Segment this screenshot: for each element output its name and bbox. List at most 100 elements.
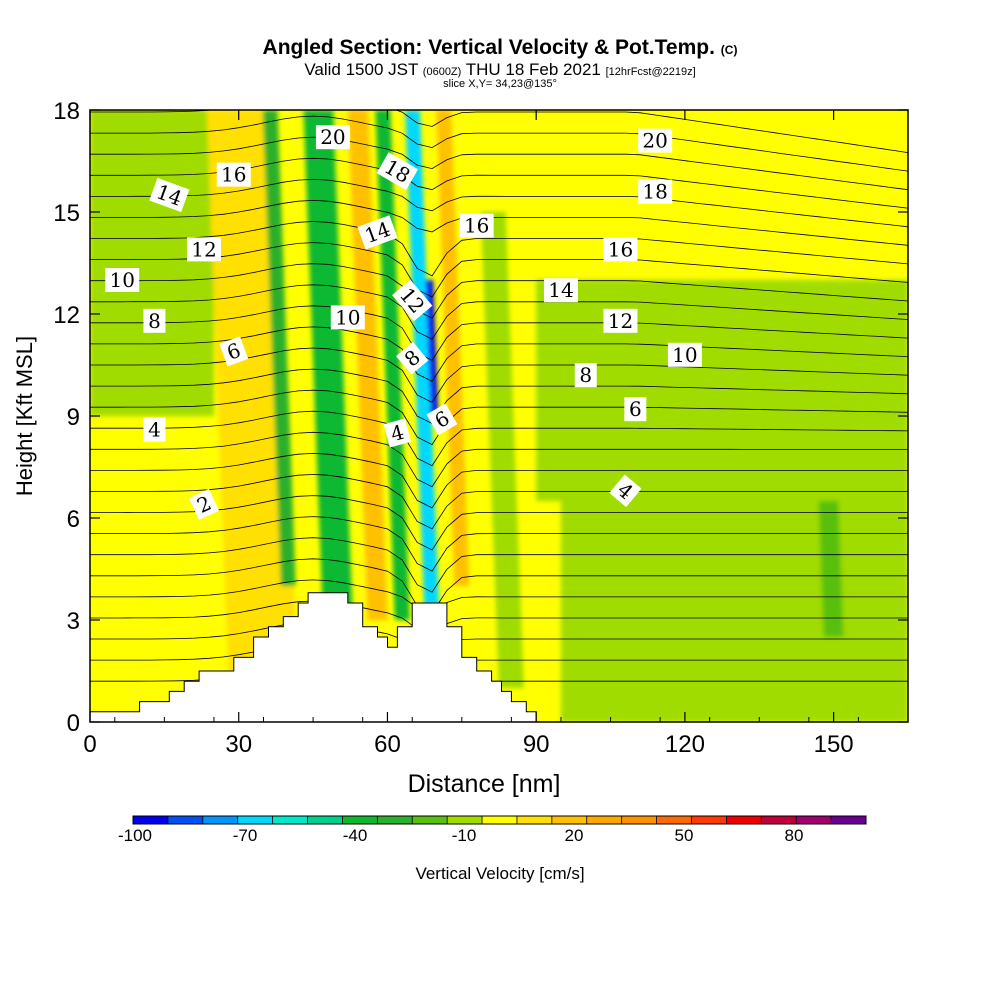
contour-label-text: 12	[608, 309, 633, 333]
pot-temp-contour	[90, 284, 908, 340]
colorbar-swatch	[377, 816, 413, 824]
contour-label: 12	[187, 237, 222, 262]
pot-temp-contour	[90, 516, 908, 572]
slice-info: slice X,Y= 34,23@135°	[443, 78, 557, 90]
forecast-info: [12hrFcst@2219z]	[605, 66, 696, 78]
contour-label: 2	[188, 488, 220, 520]
velocity-feature	[262, 110, 296, 586]
contour-label-bg	[149, 177, 190, 213]
pot-temp-contour	[90, 537, 908, 593]
contour-label-text: 16	[221, 163, 246, 187]
contour-label: 20	[315, 125, 350, 150]
colorbar-frame	[132, 815, 867, 825]
contour-label-bg	[609, 474, 642, 508]
contour-label: 6	[219, 336, 249, 367]
contour-label-bg	[105, 268, 140, 292]
contour-label: 6	[426, 403, 458, 436]
y-tick-label: 9	[67, 404, 80, 431]
contour-label-bg	[603, 308, 638, 333]
contour-label-bg	[392, 279, 433, 322]
x-tick-label: 60	[374, 731, 401, 758]
axes: 0 30 60 90 120 150 0 3 6 9 12 15 18 Distance [nm] Heig…	[12, 98, 908, 798]
contour-label-bg	[638, 128, 673, 153]
colorbar-title: Vertical Velocity [cm/s]	[415, 864, 585, 883]
contour-label-text: 4	[388, 420, 407, 446]
velocity-feature	[303, 110, 353, 620]
pot-temp-contour	[90, 221, 908, 277]
terrain	[90, 592, 537, 722]
contour-label-bg	[624, 397, 647, 422]
contour-label-text: 20	[642, 129, 667, 153]
contour-label-bg	[383, 418, 412, 448]
colorbar-swatch	[516, 816, 553, 824]
x-tick-label: 150	[814, 731, 854, 758]
pot-temp-contour	[90, 558, 908, 614]
y-tick-label: 0	[67, 710, 80, 737]
contour-label-text: 12	[191, 237, 216, 261]
contour-label: 14	[357, 215, 398, 250]
pot-temp-contour	[90, 326, 908, 382]
vertical-velocity-field	[90, 110, 908, 722]
contour-label: 8	[574, 363, 597, 388]
colorbar-swatch	[691, 816, 727, 824]
contour-label: 20	[638, 128, 673, 153]
contour-label-bg	[143, 417, 166, 442]
contour-label-bg	[574, 363, 597, 388]
pot-temp-contour	[90, 389, 908, 446]
x-tick-label: 30	[225, 731, 252, 758]
contour-label-text: 18	[642, 180, 667, 204]
colorbar-tick-label: -40	[342, 826, 368, 845]
pot-temp-contour	[90, 178, 908, 228]
y-tick-label: 12	[53, 302, 80, 329]
contour-label: 14	[543, 278, 578, 303]
contour-label-bg	[219, 336, 249, 367]
x-tick-label: 90	[523, 731, 550, 758]
pot-temp-contour	[90, 600, 908, 633]
velocity-feature	[425, 280, 439, 416]
colorbar-swatch	[167, 816, 204, 824]
contour-label-bg	[330, 305, 365, 330]
colorbar-tick-label: -100	[117, 826, 153, 845]
contour-label: 18	[638, 179, 673, 204]
contour-label-bg	[357, 215, 398, 250]
pot-temp-contour	[90, 110, 908, 153]
velocity-feature	[480, 212, 524, 688]
contour-label-text: 10	[672, 343, 697, 367]
colorbar-swatch	[412, 816, 448, 824]
contour-label: 10	[667, 342, 702, 367]
pot-temp-contour	[90, 115, 908, 172]
colorbar-swatch	[237, 816, 274, 824]
colorbar-swatch	[796, 816, 832, 824]
contour-label-bg	[543, 278, 578, 303]
velocity-feature	[348, 110, 388, 620]
contour-label-bg	[216, 162, 251, 187]
copyright-mark: (C)	[720, 43, 738, 57]
contour-label-bg	[426, 403, 458, 436]
contour-label-text: 14	[548, 278, 573, 302]
contour-label: 10	[330, 305, 365, 330]
colorbar-swatch	[342, 816, 378, 824]
contour-label-text: 16	[464, 214, 489, 238]
contour-label-bg	[459, 213, 494, 238]
valid-prefix: Valid 1500 JST	[304, 60, 419, 79]
contour-label-bg	[396, 341, 429, 375]
pot-temp-contour	[90, 431, 908, 488]
chart-title-text: Angled Section: Vertical Velocity & Pot.…	[262, 36, 715, 59]
contour-label-text: 10	[335, 305, 360, 329]
pot-temp-contour	[90, 621, 908, 654]
colorbar-swatch	[202, 816, 239, 824]
colorbar-swatch	[621, 816, 658, 824]
contour-label: 4	[143, 417, 166, 442]
colorbar-swatch	[447, 816, 483, 824]
contour-label: 16	[459, 213, 494, 238]
pot-temp-contour	[90, 495, 908, 551]
colorbar-swatch	[307, 816, 343, 824]
contour-label-text: 8	[148, 309, 161, 333]
colorbar-swatch	[831, 816, 867, 824]
pot-temp-contour	[90, 136, 908, 191]
pot-temp-contour	[90, 263, 908, 319]
contour-label-bg	[638, 179, 673, 204]
contour-label-text: 16	[608, 237, 633, 261]
